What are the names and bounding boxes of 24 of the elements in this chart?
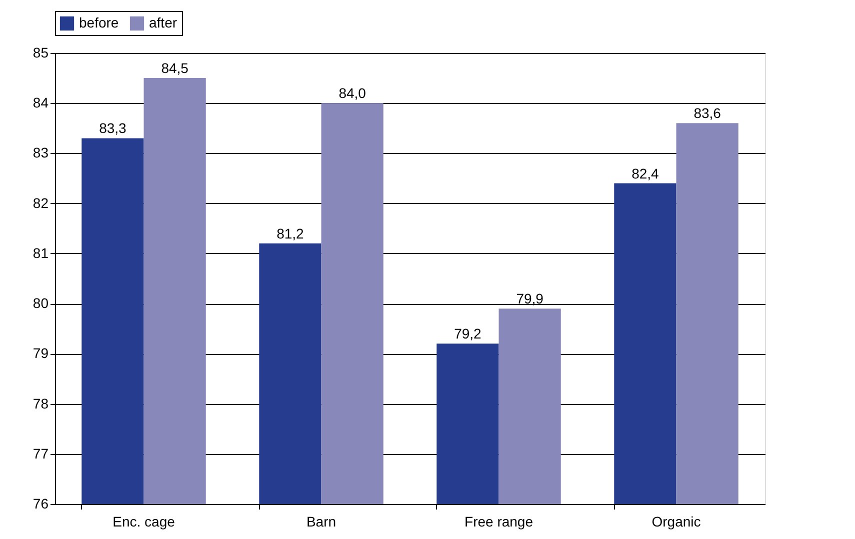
y-tick-label: 84 (32, 94, 49, 111)
y-tick-label: 85 (32, 44, 49, 60)
x-tick-label: Free range (464, 514, 534, 530)
y-tick-label: 82 (32, 194, 49, 211)
data-label: 83,6 (694, 105, 722, 122)
y-tick-label: 83 (32, 144, 49, 161)
x-tick-label: Enc. cage (112, 514, 176, 530)
y-tick-label: 77 (32, 445, 49, 462)
data-label: 81,2 (276, 225, 304, 242)
data-label: 79,9 (516, 290, 544, 307)
y-tick-label: 79 (32, 345, 49, 362)
y-tick-label: 76 (32, 496, 49, 512)
data-label: 79,2 (454, 326, 482, 342)
y-tick-label: 80 (32, 295, 49, 312)
legend-label: after (149, 14, 178, 30)
y-tick-label: 78 (32, 395, 49, 412)
y-tick-label: 81 (32, 244, 49, 261)
legend-label: before (79, 14, 119, 30)
data-label: 82,4 (632, 165, 660, 182)
data-label: 84,5 (161, 60, 189, 76)
x-tick-label: Organic (652, 514, 701, 530)
data-label: 84,0 (338, 85, 366, 102)
x-tick-label: Barn (306, 514, 336, 530)
data-label: 83,3 (99, 120, 127, 136)
